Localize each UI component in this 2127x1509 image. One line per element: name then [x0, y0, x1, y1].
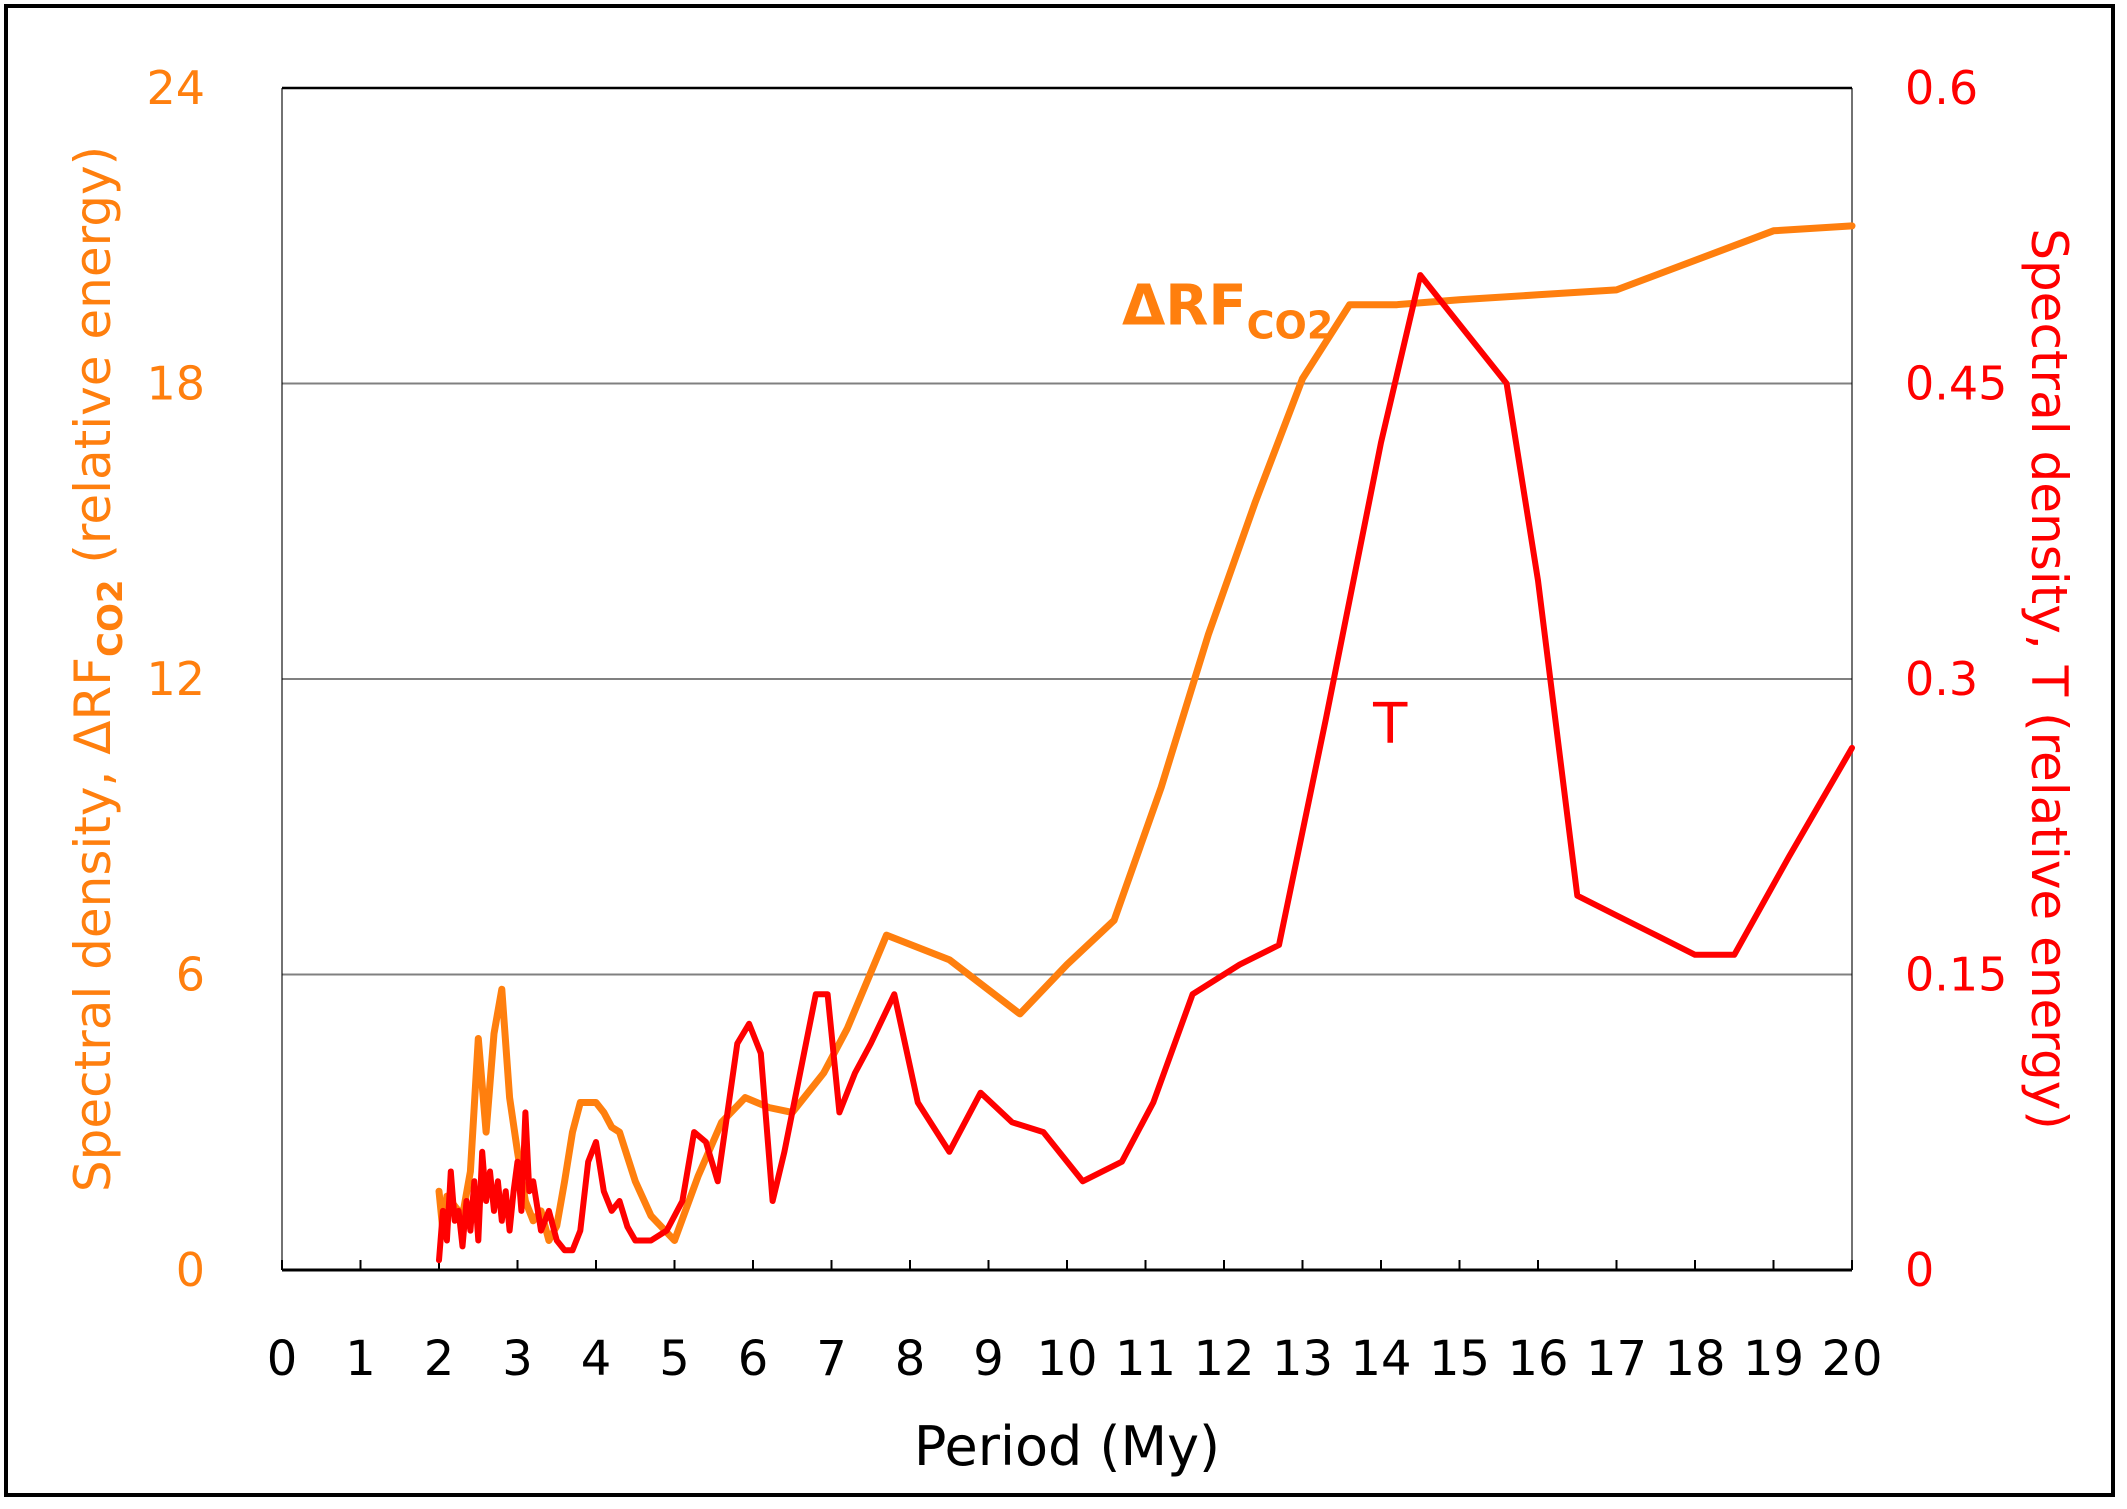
x-tick-label-19: 19 [1743, 1331, 1804, 1387]
x-tick-label-18: 18 [1664, 1331, 1725, 1387]
y-right-tick-label-0.6: 0.6 [1905, 61, 1978, 115]
x-axis-label: Period (My) [914, 1415, 1220, 1478]
x-tick-label-20: 20 [1821, 1331, 1882, 1387]
axes [281, 88, 1853, 1272]
x-tick-label-15: 15 [1429, 1331, 1490, 1387]
annotation-co2-sub: CO2 [1247, 303, 1334, 347]
y-right-tick-label-0.15: 0.15 [1905, 948, 2007, 1002]
annotation-t: T [1372, 692, 1408, 757]
x-tick-label-16: 16 [1507, 1331, 1568, 1387]
y-axis-left-label: Spectral density, ΔRFCO2 (relative energ… [64, 146, 131, 1192]
y-left-label-prefix: Spectral density, ΔRF [64, 657, 122, 1192]
y-left-tick-label-24: 24 [146, 61, 205, 115]
series-line-t [436, 272, 1855, 1264]
series-line-co2 [435, 222, 1856, 1244]
x-tick-label-9: 9 [973, 1331, 1004, 1387]
annotation-co2-text: ΔRF [1122, 273, 1247, 338]
x-tick-label-17: 17 [1586, 1331, 1647, 1387]
y-left-label-suffix: (relative energy) [64, 146, 122, 580]
x-tick-label-10: 10 [1036, 1331, 1097, 1387]
y-right-tick-label-0.3: 0.3 [1905, 652, 1978, 706]
annotations: ΔRFCO2 T [1122, 273, 1408, 757]
y-left-tick-label-6: 6 [176, 948, 205, 1002]
annotation-t-text: T [1372, 692, 1408, 757]
x-tick-label-2: 2 [424, 1331, 455, 1387]
axis-labels: Period (My)Spectral density, ΔRFCO2 (rel… [64, 146, 2078, 1478]
x-tick-label-8: 8 [895, 1331, 926, 1387]
chart-frame [4, 4, 2115, 1497]
x-tick-label-11: 11 [1115, 1331, 1176, 1387]
x-tick-label-13: 13 [1272, 1331, 1333, 1387]
x-tick-label-14: 14 [1350, 1331, 1411, 1387]
y-left-tick-label-18: 18 [146, 357, 205, 411]
y-left-tick-label-0: 0 [176, 1243, 205, 1297]
y-right-tick-label-0.45: 0.45 [1905, 357, 2007, 411]
annotation-co2: ΔRFCO2 [1122, 273, 1333, 347]
y-right-tick-label-0: 0 [1905, 1243, 1934, 1297]
x-tick-label-0: 0 [267, 1331, 298, 1387]
tick-labels: 0 1 2 3 4 5 6 7 8 9 10 11 12 13 14 15 16 17 18 19 2006121824… [146, 61, 2007, 1387]
grid-lines [282, 86, 1852, 976]
y-left-label-sub: CO2 [91, 579, 131, 657]
x-tick-label-5: 5 [659, 1331, 690, 1387]
series-group [435, 222, 1856, 1264]
x-tick-label-7: 7 [816, 1331, 847, 1387]
x-tick-label-4: 4 [581, 1331, 612, 1387]
y-axis-right-label: Spectral density, T (relative energy) [2020, 228, 2078, 1130]
x-tick-label-12: 12 [1193, 1331, 1254, 1387]
y-left-tick-label-12: 12 [146, 652, 205, 706]
x-tick-label-6: 6 [738, 1331, 769, 1387]
x-tick-label-3: 3 [502, 1331, 533, 1387]
x-tick-label-1: 1 [345, 1331, 376, 1387]
